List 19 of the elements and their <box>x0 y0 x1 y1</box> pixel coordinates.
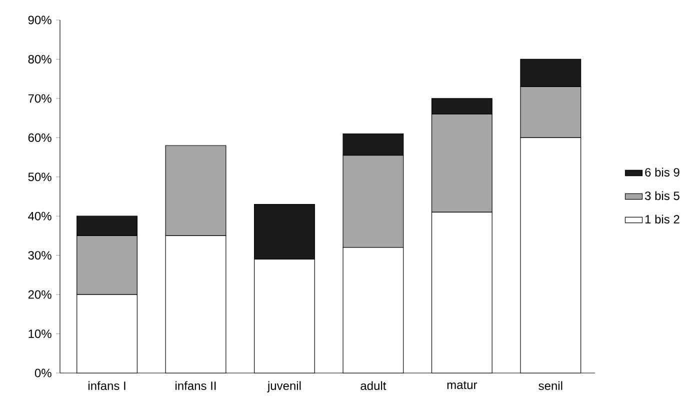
y-tick-label: 90% <box>28 16 52 24</box>
x-tick-label: juvenil <box>267 381 301 392</box>
x-tick-label: matur <box>447 381 478 390</box>
y-tick-label: 0% <box>34 368 52 378</box>
y-tick-label: 80% <box>28 54 52 64</box>
legend-label: 1 bis 2 <box>645 214 680 224</box>
y-tick-label: 40% <box>28 212 52 220</box>
y-tick-label: 20% <box>28 290 52 299</box>
x-tick-label: senil <box>538 381 562 390</box>
y-tick-label: 10% <box>28 330 52 338</box>
x-tick-label: infans I <box>88 381 126 390</box>
legend-label: 3 bis 5 <box>645 191 680 200</box>
x-tick-label: adult <box>360 381 386 390</box>
y-tick-label: 50% <box>28 172 52 182</box>
x-tick-label: infans II <box>176 381 216 390</box>
legend-label: 6 bis 9 <box>645 168 680 177</box>
y-tick-label: 30% <box>28 251 52 260</box>
y-tick-label: 60% <box>28 133 52 142</box>
y-tick-label: 70% <box>28 94 52 103</box>
